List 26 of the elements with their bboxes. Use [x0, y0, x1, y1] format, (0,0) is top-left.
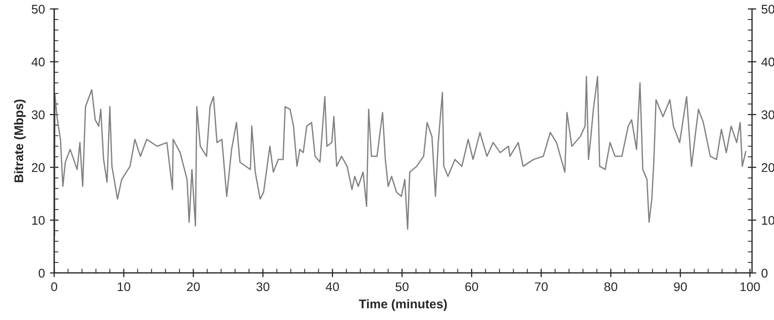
y2-tick-label: 40	[761, 58, 774, 66]
x-tick-label: 70	[534, 282, 548, 292]
y-tick-label: 50	[32, 4, 45, 14]
x-tick-label: 30	[256, 282, 270, 292]
line-series	[54, 76, 746, 237]
y-tick-label: 40	[32, 58, 45, 66]
y-tick-label: 10	[32, 216, 45, 225]
y2-tick-label: 0	[762, 268, 768, 278]
x-tick-label: 0	[51, 282, 58, 292]
y-tick-label: 0	[38, 268, 45, 278]
y-axis-title: Bitrate (Mbps)	[14, 100, 26, 182]
y-tick-label: 20	[32, 163, 45, 172]
x-tick-label: 50	[396, 282, 409, 292]
y2-tick-label: 20	[762, 163, 774, 172]
x-axis-title: Time (minutes)	[358, 299, 447, 311]
x-tick-label: 80	[604, 282, 618, 292]
y2-tick-label: 10	[762, 216, 774, 225]
y2-tick-label: 30	[762, 110, 774, 120]
x-tick-label: 20	[187, 282, 200, 292]
x-tick-label: 90	[674, 282, 687, 292]
x-tick-label: 10	[118, 282, 130, 292]
y2-tick-label: 50	[762, 4, 774, 14]
x-tick-label: 100	[740, 282, 760, 292]
x-tick-label: 40	[326, 282, 339, 292]
x-tick-label: 60	[465, 282, 478, 292]
y-tick-label: 30	[32, 110, 45, 120]
